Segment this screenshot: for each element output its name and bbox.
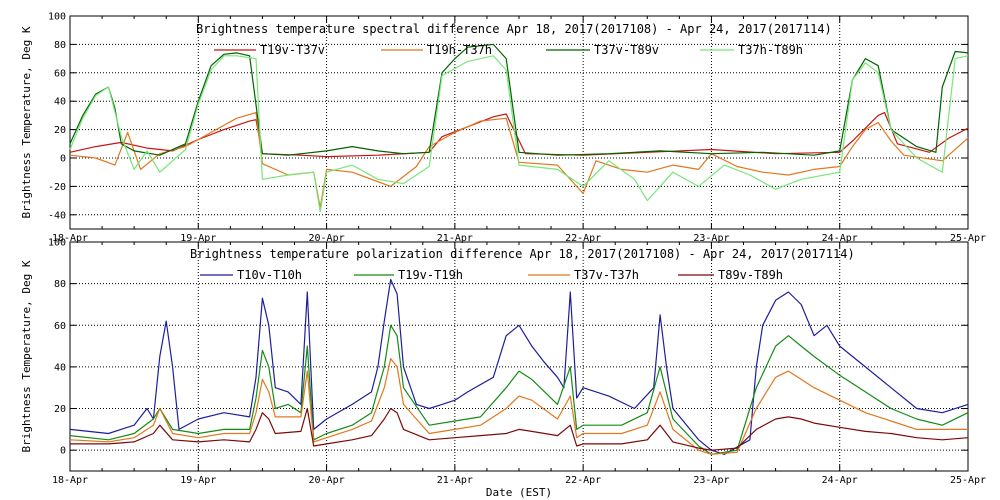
y-tick-label: 40 xyxy=(54,97,66,108)
legend-label: T19v-T37v xyxy=(260,43,325,57)
x-tick-label: 23-Apr xyxy=(693,233,729,244)
x-tick-label: 18-Apr xyxy=(52,233,88,244)
x-tick-label: 22-Apr xyxy=(565,475,601,486)
y-tick-label: 100 xyxy=(48,238,66,249)
x-axis-label: Date (EST) xyxy=(486,486,552,499)
series-line-t37v-t89v xyxy=(69,43,969,156)
legend-label: T19v-T19h xyxy=(398,268,463,282)
x-tick-label: 21-Apr xyxy=(437,233,473,244)
legend-label: T37v-T89v xyxy=(594,43,659,57)
y-axis-label: Brightness Temperature, Deg K xyxy=(20,260,33,452)
y-tick-label: 0 xyxy=(60,154,66,165)
x-tick-label: 21-Apr xyxy=(437,475,473,486)
y-tick-label: 100 xyxy=(48,12,66,23)
y-tick-label: -20 xyxy=(48,182,66,193)
x-tick-label: 25-Apr xyxy=(950,233,986,244)
chart-title: Brightness temperature spectral differen… xyxy=(196,22,832,36)
x-tick-label: 25-Apr xyxy=(950,475,986,486)
series-line-t37v-t37h xyxy=(69,358,968,455)
x-tick-label: 18-Apr xyxy=(52,475,88,486)
legend-label: T89v-T89h xyxy=(718,268,783,282)
y-tick-label: 40 xyxy=(54,362,66,373)
series-line-t19h-t37h xyxy=(69,111,969,209)
chart-title: Brightness temperature polarization diff… xyxy=(190,247,855,261)
series-line-t37h-t89h xyxy=(69,55,969,213)
y-tick-label: 80 xyxy=(54,40,66,51)
y-tick-label: 60 xyxy=(54,321,66,332)
series-line-t89v-t89h xyxy=(70,407,969,451)
chart-1: 18-Apr 19-Apr 20-Apr 21-Apr 22-Apr 23-Apr 24-A… xyxy=(20,12,986,245)
series-line-t10v-t10h xyxy=(69,278,969,455)
x-tick-label: 24-Apr xyxy=(822,475,858,486)
y-tick-label: 60 xyxy=(54,68,66,79)
legend-label: T37v-T37h xyxy=(574,268,639,282)
x-tick-label: 19-Apr xyxy=(180,233,216,244)
plot-frame xyxy=(69,15,969,230)
x-tick-label: 20-Apr xyxy=(309,233,345,244)
y-tick-label: 80 xyxy=(54,279,66,290)
legend-label: T19h-T37h xyxy=(427,43,492,57)
x-tick-label: 20-Apr xyxy=(309,475,345,486)
y-axis-label: Brightness Temperature, Deg K xyxy=(20,26,33,218)
chart-2: 18-Apr 19-Apr 20-Apr 21-Apr 22-Apr 23-Apr 24-A… xyxy=(20,238,986,500)
x-tick-label: 19-Apr xyxy=(180,475,216,486)
y-tick-label: 20 xyxy=(54,404,66,415)
y-tick-label: -40 xyxy=(48,210,66,221)
legend-label: T10v-T10h xyxy=(237,268,302,282)
x-tick-label: 24-Apr xyxy=(822,233,858,244)
y-tick-label: 0 xyxy=(60,446,66,457)
y-tick-label: 20 xyxy=(54,125,66,136)
x-tick-label: 23-Apr xyxy=(693,475,729,486)
x-tick-label: 22-Apr xyxy=(565,233,601,244)
series-line-t19v-t19h xyxy=(69,324,969,455)
legend-label: T37h-T89h xyxy=(738,43,803,57)
